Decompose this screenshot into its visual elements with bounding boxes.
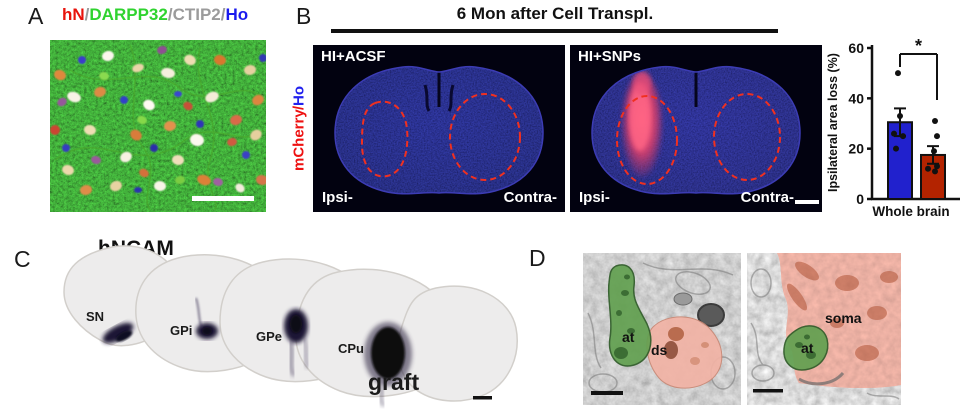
soma-shape bbox=[777, 253, 901, 389]
marker-ctip2: CTIP2 bbox=[172, 5, 221, 24]
soma-label: soma bbox=[825, 310, 862, 326]
em-synapse-image bbox=[583, 253, 741, 405]
region-label-gpi: GPi bbox=[170, 323, 193, 338]
panel-b-letter: B bbox=[296, 3, 312, 29]
chart-y-axis-label: Ipsilateral area loss (%) bbox=[826, 53, 840, 193]
ipsi-label: Ipsi- bbox=[322, 189, 353, 206]
scale-bar bbox=[473, 396, 492, 400]
em-soma-image bbox=[747, 253, 901, 405]
panel-c-letter: C bbox=[14, 246, 31, 272]
marker-darpp32: DARPP32 bbox=[89, 5, 168, 24]
region-label-sn: SN bbox=[86, 309, 105, 324]
marker-hn: hN bbox=[62, 5, 85, 24]
immunofluorescence-image bbox=[50, 40, 266, 212]
ipsi-label: Ipsi- bbox=[579, 189, 610, 206]
svg-text:60: 60 bbox=[848, 40, 864, 56]
panel-d-em-right: soma at bbox=[747, 253, 901, 405]
ds-label: ds bbox=[651, 342, 668, 358]
striatum-outline bbox=[616, 93, 781, 185]
slash: / bbox=[167, 5, 173, 24]
at-label: at bbox=[801, 340, 814, 356]
axon-terminal-shape bbox=[607, 264, 652, 367]
panel-a-marker-legend: hN/DARPP32/CTIP2/Ho bbox=[62, 5, 248, 25]
panel-a-micrograph bbox=[50, 40, 266, 212]
brain-section-snps bbox=[570, 45, 822, 212]
region-label-gpe: GPe bbox=[256, 329, 283, 344]
hncam-brain-sections bbox=[63, 245, 518, 407]
scale-bar bbox=[753, 389, 783, 393]
scale-bar bbox=[192, 196, 254, 201]
contra-label: Contra- bbox=[503, 189, 557, 206]
svg-text:0: 0 bbox=[856, 191, 864, 207]
panel-b-image-snps: HI+SNPs Ipsi- Contra- bbox=[570, 45, 822, 212]
marker-ho: Ho bbox=[225, 5, 249, 24]
region-label-cpu: CPu bbox=[338, 341, 364, 356]
title-underline bbox=[331, 29, 778, 33]
slash: / bbox=[290, 105, 308, 110]
svg-text:20: 20 bbox=[848, 141, 864, 157]
slash: / bbox=[220, 5, 226, 24]
at-label: at bbox=[622, 329, 635, 345]
mcherry-label: mCherry bbox=[290, 109, 308, 172]
panel-b-title: 6 Mon after Cell Transpl. bbox=[456, 4, 654, 23]
dendritic-spine-shape bbox=[646, 316, 723, 389]
treatment-label-snps: HI+SNPs bbox=[578, 48, 641, 65]
graft-label: graft bbox=[368, 369, 420, 395]
axon-terminal-shape bbox=[783, 325, 829, 371]
svg-text:Whole brain: Whole brain bbox=[872, 204, 949, 219]
panel-b-image-acsf: HI+ACSF Ipsi- Contra- bbox=[313, 45, 565, 212]
panel-d-letter: D bbox=[529, 245, 546, 271]
panel-a-letter: A bbox=[28, 3, 44, 29]
ho-label: Ho bbox=[290, 85, 308, 106]
slash: / bbox=[84, 5, 90, 24]
area-loss-bar-chart: 0 20 40 60 * Whole brain bbox=[848, 36, 960, 219]
scale-bar bbox=[795, 200, 819, 204]
treatment-label-acsf: HI+ACSF bbox=[321, 48, 386, 65]
striatum-outline bbox=[360, 93, 521, 181]
panel-b-side-label: mCherry / Ho bbox=[287, 45, 311, 212]
scale-bar bbox=[591, 391, 623, 395]
panel-d-em-left: at ds bbox=[583, 253, 741, 405]
svg-text:40: 40 bbox=[848, 90, 864, 106]
contra-label: Contra- bbox=[740, 189, 794, 206]
brain-section-acsf bbox=[313, 45, 565, 212]
svg-text:*: * bbox=[915, 36, 922, 56]
